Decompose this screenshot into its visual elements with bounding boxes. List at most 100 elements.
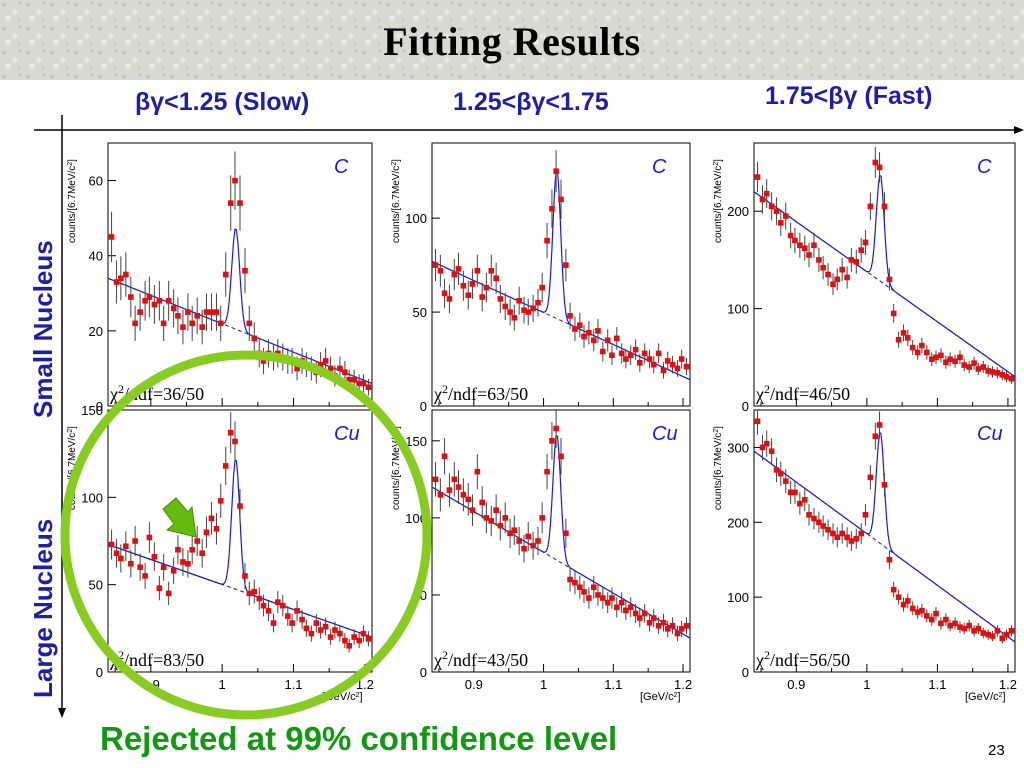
- slow-cu-data-point: [356, 637, 362, 644]
- mid-cu-data-point: [493, 507, 499, 513]
- fast-cu-data-point: [787, 489, 794, 496]
- fast-c-data-point: [876, 164, 883, 171]
- fast-cu-xtick-label: 1.1: [928, 677, 946, 692]
- slow-c-data-point: [337, 365, 343, 372]
- mid-cu-data-point: [595, 592, 601, 598]
- mid-c-data-point: [572, 326, 578, 332]
- fast-cu-data-point: [947, 622, 953, 629]
- fast-cu-data-point: [952, 620, 958, 627]
- fast-c-data-point: [811, 242, 817, 249]
- slow-cu-data-point: [246, 590, 253, 597]
- mid-cu-data-point: [521, 545, 527, 552]
- slow-cu-data-point: [180, 559, 186, 565]
- fast-c-data-point: [801, 245, 808, 251]
- fast-c-data-point: [886, 276, 893, 283]
- fast-cu-data-point: [999, 635, 1006, 642]
- slow-c-data-point: [142, 298, 148, 304]
- slow-c-target-label: C: [334, 156, 349, 178]
- fast-c-chi2-label: χ2/ndf=46/50: [755, 382, 850, 404]
- mid-cu-data-point: [437, 491, 444, 498]
- mid-cu-data-point: [627, 604, 634, 611]
- fast-c-data-point: [872, 159, 879, 166]
- mid-cu-xtick-label: 1.2: [674, 677, 692, 692]
- mid-cu-data-point: [636, 615, 643, 621]
- fast-cu-data-point: [886, 556, 893, 563]
- mid-cu-data-point: [539, 515, 545, 521]
- slow-cu-data-point: [265, 608, 272, 614]
- mid-c-data-point: [655, 350, 662, 357]
- mid-c-data-point: [664, 358, 671, 364]
- fast-c-data-point: [999, 372, 1006, 378]
- fast-c-data-point: [1003, 373, 1010, 380]
- fast-cu-chart: [753, 409, 1016, 673]
- slow-cu-data-point: [232, 438, 238, 445]
- mid-cu-data-point: [563, 530, 569, 537]
- mid-cu-data-point: [451, 476, 458, 483]
- slow-cu-data-point: [165, 590, 172, 597]
- fast-cu-data-point: [890, 586, 897, 593]
- fast-c-data-point: [797, 242, 803, 249]
- fast-c-data-point: [768, 203, 775, 210]
- horizontal-arrowhead: [1014, 126, 1024, 134]
- mid-cu-data-point: [446, 487, 453, 493]
- fast-cu-chi2-label: χ2/ndf=56/50: [755, 648, 850, 670]
- mid-cu-data-point: [483, 515, 490, 521]
- slow-cu-data-point: [208, 515, 215, 522]
- slow-cu-data-point: [194, 538, 200, 544]
- mid-cu-data-point: [558, 453, 564, 460]
- mid-c-data-point: [507, 309, 513, 315]
- mid-c-data-point: [460, 282, 467, 289]
- fast-cu-ytick-label: 200: [727, 515, 749, 530]
- fast-c-data-point: [890, 310, 897, 317]
- slow-cu-data-point: [118, 555, 124, 562]
- slow-c-data-point: [246, 320, 253, 327]
- slow-cu-target-label: Cu: [334, 423, 360, 445]
- slow-c-data-point: [123, 271, 129, 278]
- slow-cu-ytick-label: 50: [89, 578, 103, 593]
- fast-c-data-point: [975, 366, 982, 372]
- mid-c-data-point: [604, 337, 611, 344]
- mid-cu-data-point: [460, 491, 467, 498]
- slow-cu-data-point: [275, 599, 281, 605]
- mid-c-data-point: [544, 237, 550, 244]
- slow-cu-data-point: [270, 620, 277, 626]
- slow-cu-data-point: [260, 602, 267, 609]
- slow-cu-data-point: [308, 630, 315, 637]
- fast-cu-data-point: [904, 598, 911, 604]
- slow-cu-data-point: [313, 620, 320, 626]
- column-heading-slow: βγ<1.25 (Slow): [135, 88, 310, 116]
- mid-c-data-point: [469, 281, 476, 287]
- slow-cu-data-point: [285, 613, 291, 619]
- mid-c-data-point: [455, 266, 462, 272]
- slow-c-data-point: [175, 313, 181, 319]
- slow-c-data-point: [165, 298, 172, 304]
- fast-cu-data-point: [980, 630, 987, 636]
- fast-cu-data-point: [797, 500, 803, 507]
- mid-c-data-point: [683, 363, 690, 370]
- fast-c-data-point: [830, 281, 836, 288]
- slow-cu-data-point: [185, 560, 191, 567]
- slow-c-data-point: [317, 361, 324, 368]
- slow-c-background-curve: [107, 277, 373, 384]
- fast-c-data-point: [792, 237, 798, 244]
- mid-c-data-point: [497, 296, 504, 302]
- fast-c-data-point: [825, 271, 831, 278]
- slow-cu-data-point: [203, 529, 210, 536]
- fast-c-data-point: [914, 349, 921, 356]
- fast-cu-data-point: [966, 622, 972, 629]
- mid-cu-data-point: [441, 453, 448, 460]
- fast-c-data-point: [858, 247, 865, 253]
- mid-cu-data-point: [646, 619, 653, 626]
- mid-cu-chi2-label: χ2/ndf=43/50: [433, 648, 528, 670]
- mid-cu-data-point: [618, 599, 625, 606]
- slow-c-data-point: [160, 320, 167, 327]
- slow-cu-data-point: [137, 564, 143, 570]
- fast-c-data-point: [881, 203, 888, 210]
- mid-c-data-point: [660, 367, 667, 374]
- mid-c-data-point: [609, 352, 615, 359]
- fast-c-data-point: [848, 257, 855, 263]
- mid-c-data-point: [600, 348, 606, 355]
- mid-cu-data-point: [544, 468, 550, 475]
- mid-cu-data-point: [609, 595, 615, 601]
- slow-c-ytick-label: 0: [96, 399, 103, 414]
